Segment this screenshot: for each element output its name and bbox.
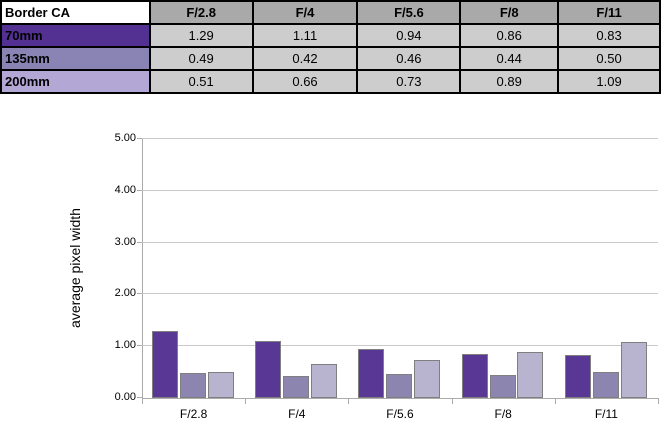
table-cell: 0.73	[356, 69, 462, 94]
y-tick-label: 0.00	[114, 391, 136, 403]
gridline	[142, 345, 658, 347]
x-tick-label: F/2.8	[179, 407, 208, 421]
row-label: 70mm	[0, 23, 151, 48]
table-row: 135mm 0.49 0.42 0.46 0.44 0.50	[0, 46, 661, 71]
plot-area	[142, 139, 659, 399]
bar-70mm	[255, 340, 282, 398]
y-tick-label: 2.00	[114, 287, 136, 300]
bar-135mm	[489, 375, 516, 398]
x-tick-label: F/11	[594, 407, 618, 421]
bar-135mm	[592, 372, 619, 398]
bar-200mm	[517, 351, 544, 398]
border-ca-table: Border CA F/2.8 F/4 F/5.6 F/8 F/11 70mm 1.29 1…	[0, 0, 661, 94]
x-axis-tick	[142, 399, 143, 404]
table-cell: 0.46	[356, 46, 462, 71]
y-axis-tick	[137, 345, 142, 347]
gridline	[142, 189, 658, 191]
x-tick-label: F/8	[494, 407, 512, 421]
gridline	[142, 241, 658, 243]
row-label: 135mm	[0, 46, 151, 71]
y-axis-tick	[137, 293, 142, 295]
column-header: F/2.8	[148, 0, 254, 25]
row-label: 200mm	[0, 69, 151, 94]
x-axis-tick	[245, 399, 247, 404]
y-axis-tick	[137, 189, 142, 191]
table-row: 70mm 1.29 1.11 0.94 0.86 0.83	[0, 23, 661, 48]
y-axis-tick	[137, 138, 142, 139]
y-tick-label: 1.00	[114, 339, 136, 352]
table-cell: 0.44	[459, 46, 560, 71]
table-cell: 1.11	[251, 23, 359, 48]
gridline	[142, 293, 658, 295]
bar-135mm	[283, 376, 310, 398]
x-axis-tick	[348, 399, 350, 404]
table-row: 200mm 0.51 0.66 0.73 0.89 1.09	[0, 69, 661, 94]
table-cell: 0.49	[148, 46, 254, 71]
y-tick-label: 4.00	[114, 183, 136, 196]
x-axis-tick	[658, 399, 659, 404]
column-header: F/4	[251, 0, 359, 25]
table-cell: 0.89	[459, 69, 560, 94]
bar-200mm	[620, 341, 647, 398]
x-axis-tick	[451, 399, 453, 404]
x-tick-label: F/5.6	[386, 407, 414, 421]
bar-200mm	[207, 371, 234, 398]
table-cell: 0.86	[459, 23, 560, 48]
table-cell: 1.29	[148, 23, 254, 48]
y-tick-label: 5.00	[114, 132, 136, 144]
y-tick-label: 3.00	[114, 235, 136, 248]
table-cell: 0.42	[251, 46, 359, 71]
column-header: F/8	[459, 0, 560, 25]
table-cell: 0.66	[251, 69, 359, 94]
x-axis-tick	[554, 399, 556, 404]
column-header: F/11	[557, 0, 661, 25]
table-corner-label: Border CA	[0, 0, 151, 25]
table-cell: 0.94	[356, 23, 462, 48]
x-tick-label: F/4	[288, 407, 306, 421]
gridline	[142, 138, 658, 139]
table-cell: 1.09	[557, 69, 661, 94]
table-cell: 0.83	[557, 23, 661, 48]
bar-70mm	[152, 331, 178, 398]
bar-200mm	[311, 363, 337, 398]
bar-70mm	[358, 349, 385, 398]
bar-70mm	[564, 355, 591, 398]
y-axis-tick	[137, 397, 142, 398]
bar-135mm	[386, 374, 413, 398]
column-header: F/5.6	[356, 0, 462, 25]
table-cell: 0.50	[557, 46, 661, 71]
y-axis-tick	[137, 241, 142, 243]
table-header-row: Border CA F/2.8 F/4 F/5.6 F/8 F/11	[0, 0, 661, 25]
y-axis-title: average pixel width	[67, 208, 83, 328]
bar-70mm	[461, 353, 488, 398]
table-cell: 0.51	[148, 69, 254, 94]
bar-135mm	[179, 372, 206, 398]
bar-200mm	[414, 360, 441, 398]
